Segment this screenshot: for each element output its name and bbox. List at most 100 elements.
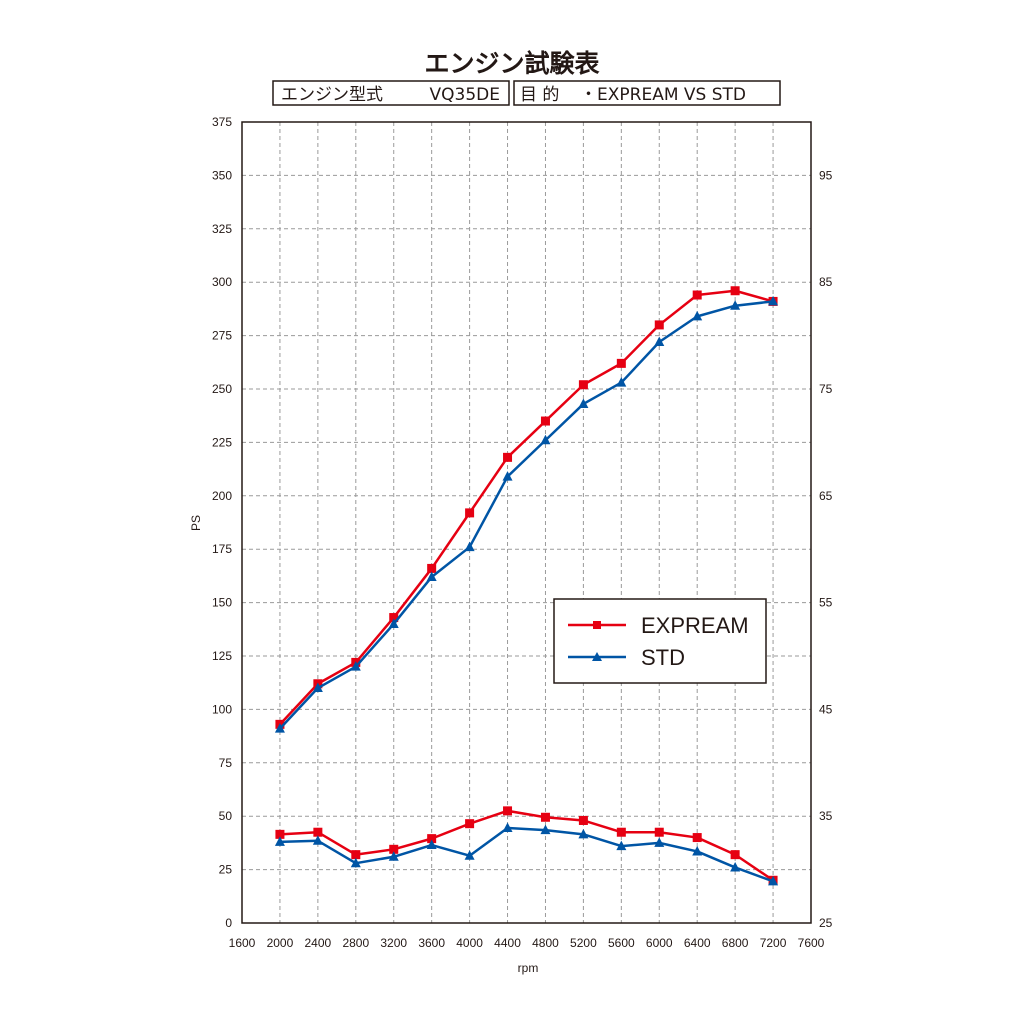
y-tick-label: 200 — [212, 489, 232, 503]
series-expream-torque-line — [279, 809, 774, 882]
legend-marker-std — [592, 652, 602, 661]
legend-marker-expream — [593, 621, 601, 629]
series-std-torque-point — [540, 824, 551, 835]
series-expream-torque-point — [465, 819, 475, 829]
series-expream-torque-point — [616, 827, 626, 837]
series-expream-power-point — [503, 452, 513, 462]
series — [274, 286, 779, 886]
y-tick-label: 75 — [219, 756, 233, 770]
y-tick-label: 250 — [212, 382, 232, 396]
series-expream-torque-point — [692, 833, 702, 843]
series-std-torque-point — [578, 828, 589, 839]
series-std-power-point — [350, 661, 361, 671]
x-tick-label: 7600 — [798, 936, 825, 950]
grid — [242, 122, 811, 923]
series-expream-torque-point — [313, 827, 323, 837]
y2-tick-label: 85 — [819, 275, 833, 289]
y-tick-label: 175 — [212, 542, 232, 556]
x-tick-label: 4000 — [456, 936, 483, 950]
y-tick-label: 50 — [219, 809, 233, 823]
axis-ticks: 1600 2000 2400 2800 3200 3600 4000 4400 4800 5200… — [212, 115, 833, 950]
series-expream-power-point — [427, 563, 437, 573]
x-tick-label: 6400 — [684, 936, 711, 950]
y-tick-label: 300 — [212, 275, 232, 289]
series-std-power-point — [464, 541, 475, 552]
legend: EXPREAM STD — [553, 598, 767, 684]
series-expream-torque-point — [654, 827, 664, 837]
y2-tick-label: 45 — [819, 702, 833, 716]
series-std-power-point — [578, 398, 589, 408]
x-tick-label: 3200 — [380, 936, 407, 950]
x-tick-label: 6800 — [722, 936, 749, 950]
series-std-power-point — [768, 295, 779, 306]
info-box-engine: エンジン型式 VQ35DE — [272, 80, 510, 106]
x-tick-label: 1600 — [229, 936, 256, 950]
engine-type-value: VQ35DE — [430, 85, 500, 105]
series-std-power-point — [388, 618, 399, 628]
series-std-torque-point — [502, 822, 513, 832]
y-axis-label: PS — [189, 515, 203, 531]
y-tick-label: 0 — [225, 916, 232, 930]
series-std-power-point — [312, 682, 323, 693]
x-axis-label: rpm — [518, 961, 539, 975]
series-std-power-point — [426, 571, 437, 581]
y2-tick-label: 75 — [819, 382, 833, 396]
series-std-torque-line — [279, 826, 774, 883]
x-tick-label: 3600 — [418, 936, 445, 950]
series-std-power-point — [654, 336, 665, 347]
legend-label-std: STD — [641, 645, 685, 670]
series-expream-torque-point — [351, 850, 361, 860]
series-expream-torque-point — [578, 815, 588, 825]
series-std-power-line — [279, 300, 774, 730]
x-tick-label: 4400 — [494, 936, 521, 950]
purpose-label: 目 的 — [520, 85, 559, 105]
purpose-value: ・EXPREAM VS STD — [580, 85, 746, 105]
x-tick-label: 2400 — [305, 936, 332, 950]
legend-box — [553, 598, 767, 684]
series-std-torque-point — [692, 845, 703, 856]
y-tick-label: 25 — [219, 863, 233, 877]
x-tick-label: 7200 — [760, 936, 787, 950]
y2-tick-label: 65 — [819, 489, 833, 503]
y-tick-label: 225 — [212, 435, 232, 449]
series-std-torque-point — [426, 839, 437, 850]
engine-type-label: エンジン型式 — [281, 85, 383, 105]
x-tick-label: 6000 — [646, 936, 673, 950]
info-box-purpose: 目 的 ・EXPREAM VS STD — [513, 80, 781, 106]
x-tick-label: 5600 — [608, 936, 635, 950]
legend-label-expream: EXPREAM — [641, 613, 749, 638]
series-std-power-point — [274, 723, 285, 733]
series-expream-power-point — [616, 358, 626, 368]
x-tick-label: 5200 — [570, 936, 597, 950]
series-expream-power-point — [578, 380, 588, 390]
x-tick-label: 2000 — [267, 936, 294, 950]
chart-title: エンジン試験表 — [424, 49, 600, 78]
series-expream-power-point — [389, 613, 399, 623]
series-expream-torque-point — [427, 834, 437, 844]
y-tick-label: 350 — [212, 168, 232, 182]
series-expream-torque-point — [389, 844, 399, 854]
series-expream-power-point — [654, 320, 664, 330]
series-expream-torque-point — [540, 812, 550, 822]
y2-tick-label: 25 — [819, 916, 833, 930]
series-expream-power-point — [465, 508, 475, 518]
series-std-power-point — [730, 300, 741, 310]
y2-tick-label: 55 — [819, 596, 833, 610]
y-tick-label: 325 — [212, 222, 232, 236]
series-std-torque-point — [274, 836, 285, 846]
series-std-torque-point — [730, 861, 741, 872]
series-expream-torque-point — [730, 850, 740, 860]
series-std-torque-point — [464, 850, 475, 860]
series-expream-power-point — [540, 416, 550, 426]
series-expream-power-line — [279, 289, 774, 726]
plot-frame — [241, 121, 812, 924]
series-std-torque-point — [768, 875, 779, 886]
x-tick-label: 2800 — [342, 936, 369, 950]
series-std-torque-point — [616, 840, 627, 851]
series-expream-power-point — [730, 286, 740, 296]
series-expream-torque-point — [275, 829, 285, 839]
series-std-torque-point — [654, 837, 665, 847]
x-tick-label: 4800 — [532, 936, 559, 950]
y2-tick-label: 35 — [819, 809, 833, 823]
